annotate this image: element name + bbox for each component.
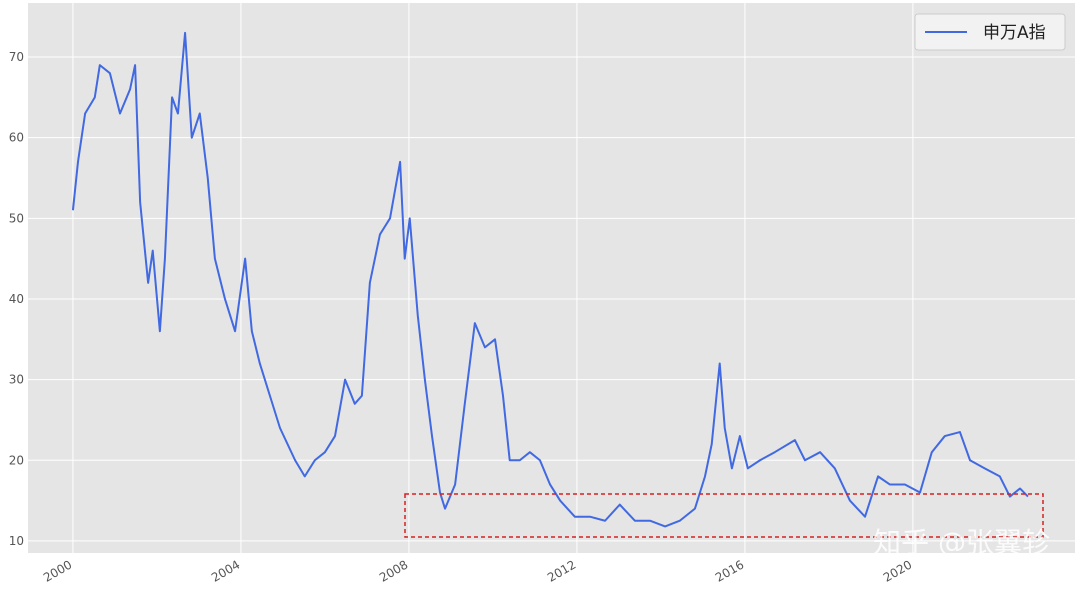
x-tick-label: 2008 <box>377 557 410 584</box>
x-tick-label: 2000 <box>41 557 74 584</box>
y-tick-label: 10 <box>9 534 24 548</box>
y-tick-label: 40 <box>9 292 24 306</box>
y-tick-label: 50 <box>9 211 24 225</box>
highlight-box <box>404 493 1044 538</box>
x-tick-label: 2020 <box>881 557 914 584</box>
x-tick-label: 2004 <box>209 557 242 584</box>
plot-background <box>28 3 1075 553</box>
x-tick-label: 2016 <box>713 557 746 584</box>
y-tick-label: 30 <box>9 373 24 387</box>
y-tick-label: 70 <box>9 50 24 64</box>
x-tick-label: 2012 <box>545 557 578 584</box>
legend-label: 申万A指 <box>983 23 1046 43</box>
line <box>71 31 1029 528</box>
y-tick-label: 20 <box>9 453 24 467</box>
y-tick-label: 60 <box>9 131 24 145</box>
legend-box <box>914 13 1066 51</box>
watermark: 知乎 @张翼轸 <box>873 526 1050 559</box>
